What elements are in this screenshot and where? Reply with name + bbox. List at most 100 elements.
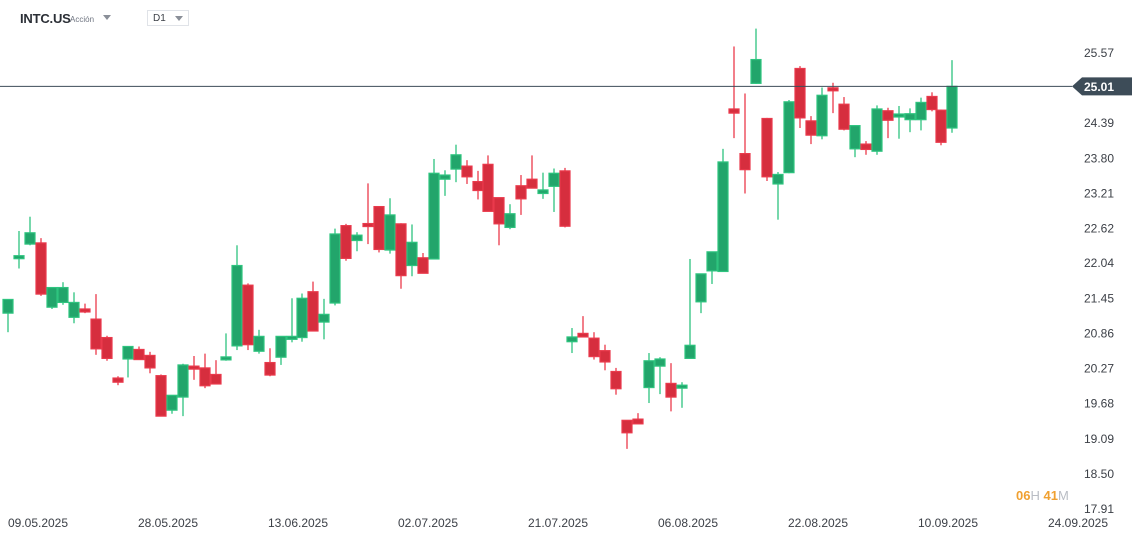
- time-axis[interactable]: 09.05.2025 28.05.2025 13.06.2025 02.07.2025…: [8, 516, 1108, 530]
- candle[interactable]: [122, 345, 134, 378]
- candle[interactable]: [220, 333, 232, 361]
- candle[interactable]: [816, 87, 828, 140]
- candle[interactable]: [860, 141, 872, 155]
- price-tick-label: 22.62: [1084, 222, 1114, 236]
- candle[interactable]: [286, 298, 298, 343]
- candle[interactable]: [577, 316, 589, 338]
- candle[interactable]: [112, 376, 124, 386]
- candle[interactable]: [482, 155, 494, 212]
- candle[interactable]: [915, 97, 927, 131]
- price-tick-label: 25.57: [1084, 46, 1114, 60]
- price-axis[interactable]: 25.57 24.39 23.80 23.21 22.62 22.04 21.45 20.86…: [1084, 46, 1114, 516]
- price-tick-label: 22.04: [1084, 256, 1114, 270]
- candle[interactable]: [472, 170, 484, 200]
- candle[interactable]: [676, 382, 688, 408]
- price-tick-label: 24.39: [1084, 116, 1114, 130]
- candle[interactable]: [417, 253, 429, 274]
- candle[interactable]: [493, 197, 505, 246]
- candle[interactable]: [90, 294, 102, 355]
- candle[interactable]: [926, 92, 938, 112]
- candle[interactable]: [155, 374, 167, 417]
- candle[interactable]: [46, 286, 58, 309]
- candle[interactable]: [827, 82, 839, 114]
- candle[interactable]: [177, 363, 189, 417]
- candle[interactable]: [849, 125, 861, 158]
- candle[interactable]: [559, 167, 571, 228]
- candle[interactable]: [706, 251, 718, 284]
- candle[interactable]: [599, 344, 611, 371]
- candle[interactable]: [526, 155, 538, 189]
- candle[interactable]: [296, 293, 308, 342]
- countdown-hours: 06: [1016, 488, 1031, 503]
- candle[interactable]: [621, 419, 633, 449]
- candle[interactable]: [329, 228, 341, 306]
- candle[interactable]: [101, 335, 113, 361]
- timeframe-select[interactable]: D1: [147, 10, 189, 26]
- candle[interactable]: [515, 175, 527, 215]
- candle[interactable]: [264, 348, 276, 377]
- candle[interactable]: [79, 303, 91, 314]
- candle[interactable]: [450, 144, 462, 183]
- candle[interactable]: [231, 245, 243, 351]
- candle[interactable]: [318, 298, 330, 340]
- candle[interactable]: [210, 360, 222, 385]
- candle[interactable]: [548, 168, 560, 212]
- candle[interactable]: [133, 346, 145, 361]
- candle[interactable]: [35, 238, 47, 296]
- candle[interactable]: [166, 394, 178, 414]
- candle[interactable]: [632, 413, 644, 425]
- symbol-name[interactable]: INTC.US: [20, 11, 71, 26]
- candle[interactable]: [772, 172, 784, 220]
- candle[interactable]: [783, 100, 795, 174]
- candle[interactable]: [566, 328, 578, 354]
- candle[interactable]: [428, 158, 440, 260]
- candle[interactable]: [643, 353, 655, 404]
- candle[interactable]: [373, 205, 385, 253]
- candle[interactable]: [610, 367, 622, 395]
- candle[interactable]: [24, 216, 36, 246]
- candle[interactable]: [904, 108, 916, 133]
- candle[interactable]: [871, 105, 883, 155]
- candle[interactable]: [2, 298, 14, 333]
- candle[interactable]: [384, 198, 396, 254]
- candle[interactable]: [395, 223, 407, 289]
- candle[interactable]: [199, 353, 211, 389]
- candle[interactable]: [588, 332, 600, 360]
- candle[interactable]: [946, 60, 958, 133]
- candle[interactable]: [57, 282, 69, 305]
- candle[interactable]: [893, 105, 905, 139]
- candle[interactable]: [838, 97, 850, 131]
- candle[interactable]: [144, 351, 156, 374]
- candle[interactable]: [794, 66, 806, 129]
- candle[interactable]: [504, 204, 516, 230]
- candle[interactable]: [695, 273, 707, 314]
- candle[interactable]: [68, 292, 80, 324]
- candle[interactable]: [275, 335, 287, 365]
- candle[interactable]: [882, 107, 894, 139]
- candle[interactable]: [461, 160, 473, 184]
- date-tick-label: 28.05.2025: [138, 516, 198, 530]
- candle[interactable]: [188, 356, 200, 380]
- candle[interactable]: [13, 230, 25, 269]
- symbol-dropdown-chevron-icon[interactable]: [103, 15, 111, 20]
- candle[interactable]: [739, 93, 751, 194]
- candle[interactable]: [406, 224, 418, 277]
- candle[interactable]: [340, 223, 352, 261]
- candle[interactable]: [537, 172, 549, 199]
- candle[interactable]: [805, 116, 817, 145]
- candle[interactable]: [935, 109, 947, 146]
- candle[interactable]: [750, 28, 762, 84]
- candle[interactable]: [665, 363, 677, 412]
- candle[interactable]: [684, 258, 696, 359]
- candle[interactable]: [728, 46, 740, 139]
- candle[interactable]: [253, 329, 265, 354]
- candle[interactable]: [439, 170, 451, 196]
- candle[interactable]: [242, 283, 254, 351]
- candle[interactable]: [351, 232, 363, 252]
- candle[interactable]: [307, 281, 319, 332]
- candle[interactable]: [362, 183, 374, 245]
- candle[interactable]: [761, 117, 773, 181]
- candle[interactable]: [654, 357, 666, 395]
- candle[interactable]: [717, 148, 729, 273]
